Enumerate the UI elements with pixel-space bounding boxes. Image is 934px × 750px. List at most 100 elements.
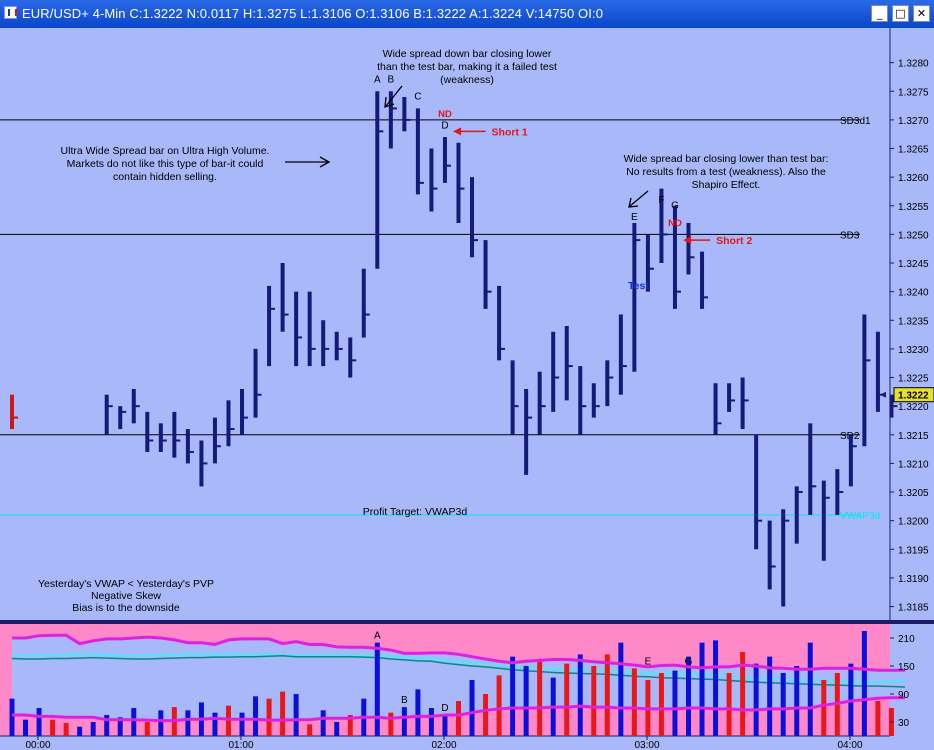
price-bar [294, 291, 303, 367]
short-label-2: Short 2 [716, 235, 752, 247]
y-tick-label: 1.3185 [898, 603, 929, 614]
x-tick-label: 01:00 [228, 740, 253, 750]
volume-bar-letter: G [685, 656, 693, 667]
price-bar [334, 331, 343, 361]
close-button[interactable]: ✕ [913, 5, 930, 22]
bar-letter: E [631, 212, 638, 223]
chart-app-icon [4, 6, 17, 19]
price-bar [591, 383, 600, 418]
short-arrow-head-2 [683, 236, 692, 245]
time-axis [0, 736, 934, 750]
price-plot-area [0, 28, 890, 620]
failed-test-line-2: than the test bar, making it a failed te… [377, 61, 557, 73]
y-tick-label: 1.3245 [898, 259, 929, 270]
failed-test-line-1: Wide spread down bar closing lower [383, 48, 552, 60]
price-bar [564, 326, 573, 401]
volume-cyan-band [12, 652, 905, 683]
price-bar [618, 314, 627, 395]
price-bar [794, 486, 803, 544]
wide-spread-arrow [629, 190, 649, 207]
price-bar [145, 411, 154, 452]
volume-tick-label: 30 [898, 718, 910, 729]
pane-separator [0, 620, 934, 624]
volume-bar-letter: A [374, 631, 381, 642]
level-label-0: SD3d1 [840, 116, 871, 127]
bar-letter: C [414, 92, 421, 103]
price-bar [578, 366, 587, 435]
volume-tick-label: 210 [898, 634, 915, 645]
last-price-label: 1.3222 [898, 391, 929, 402]
price-bar [321, 320, 330, 367]
price-bar [199, 440, 208, 487]
price-bar [808, 423, 817, 515]
y-tick-label: 1.3220 [898, 402, 929, 413]
price-bar [686, 222, 695, 275]
price-bar [727, 383, 736, 412]
volume-bar-letter: D [441, 703, 448, 714]
price-bar [713, 383, 722, 435]
price-bar [280, 263, 289, 332]
title-bar[interactable]: EUR/USD+ 4-Min C:1.3222 N:0.0117 H:1.327… [0, 0, 934, 28]
failed-test-annotation: Wide spread down bar closing lower than … [377, 48, 557, 86]
price-bar [253, 348, 262, 418]
volume-bar-letter: E [645, 656, 652, 667]
price-bar [537, 371, 546, 435]
ultra-wide-line-2: Markets do not like this type of bar-it … [67, 158, 264, 170]
volume-tick-label: 90 [898, 690, 910, 701]
failed-test-arrow [385, 85, 403, 107]
maximize-button[interactable]: □ [892, 5, 909, 22]
price-bar [415, 108, 424, 195]
price-bar [267, 285, 276, 367]
y-tick-label: 1.3260 [898, 173, 929, 184]
ultra-wide-arrow-head [319, 156, 331, 168]
price-bar [375, 91, 384, 269]
y-tick-label: 1.3215 [898, 431, 929, 442]
short-label-1: Short 1 [492, 126, 528, 138]
volume-bar-letter: B [401, 695, 408, 706]
level-label-3: VWAP3d [840, 511, 880, 522]
price-bar [104, 394, 113, 435]
price-bar [185, 429, 194, 464]
price-bar [226, 400, 235, 447]
wide-spread-line-3: Shapiro Effect. [692, 179, 761, 191]
price-bar [645, 234, 654, 292]
price-bar [307, 291, 316, 367]
price-bar [429, 148, 438, 212]
volume-upper-band [12, 633, 905, 672]
price-bar [483, 240, 492, 309]
failed-test-line-3: (weakness) [440, 74, 494, 86]
price-volume-chart[interactable]: SD3d1SD3SD2VWAP3d 1.31851.31901.31951.32… [0, 28, 934, 750]
price-bar [848, 434, 857, 487]
price-bar [700, 251, 709, 309]
price-bar [212, 417, 221, 464]
short-arrow-head-1 [453, 127, 462, 136]
price-bar [172, 411, 181, 458]
minimize-button[interactable]: _ [871, 5, 888, 22]
bias-line-1: Yesterday's VWAP < Yesterday's PVP [38, 578, 214, 590]
failed-test-arrow-head [384, 96, 395, 108]
price-bar [632, 222, 641, 372]
wide-spread-line-1: Wide spread bar closing lower than test … [624, 153, 829, 165]
price-bar [524, 388, 533, 475]
y-tick-label: 1.3280 [898, 59, 929, 70]
price-bar [659, 188, 668, 264]
y-tick-label: 1.3265 [898, 145, 929, 156]
volume-tick-label: 150 [898, 662, 915, 673]
no-demand-label: ND [668, 218, 682, 229]
price-bar [240, 388, 249, 435]
price-bar [442, 137, 451, 183]
y-tick-label: 1.3200 [898, 517, 929, 528]
bar-letter: G [671, 200, 679, 211]
x-tick-label: 03:00 [634, 740, 659, 750]
y-tick-label: 1.3190 [898, 574, 929, 585]
y-tick-label: 1.3225 [898, 374, 929, 385]
y-tick-label: 1.3240 [898, 288, 929, 299]
price-bar [754, 434, 763, 550]
y-tick-label: 1.3270 [898, 116, 929, 127]
x-tick-label: 04:00 [837, 740, 862, 750]
y-tick-label: 1.3235 [898, 316, 929, 327]
price-bar [510, 360, 519, 435]
y-tick-label: 1.3275 [898, 87, 929, 98]
test-label: Test [628, 280, 649, 292]
